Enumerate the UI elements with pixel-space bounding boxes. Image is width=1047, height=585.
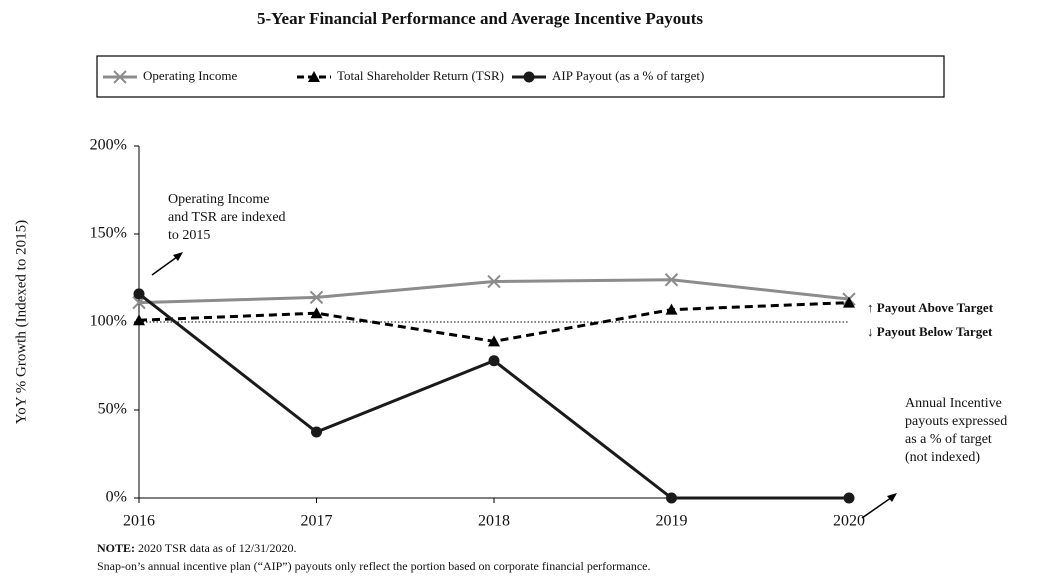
- legend-label: AIP Payout (as a % of target): [552, 68, 704, 83]
- chart-title: 5-Year Financial Performance and Average…: [257, 9, 703, 28]
- footnote: Snap-on’s annual incentive plan (“AIP”) …: [97, 559, 650, 573]
- annotation: payouts expressed: [905, 414, 1007, 429]
- x-tick-label: 2020: [833, 513, 865, 530]
- x-tick-label: 2016: [123, 513, 155, 530]
- x-tick-label: 2018: [478, 513, 510, 530]
- point-marker: [310, 307, 323, 319]
- point-marker: [666, 492, 677, 504]
- y-tick-label: 50%: [98, 401, 127, 418]
- point-marker: [309, 290, 324, 305]
- y-tick-label: 100%: [90, 313, 127, 330]
- point-marker: [488, 335, 500, 347]
- series-line: [138, 292, 849, 500]
- annotation: ↓ Payout Below Target: [867, 324, 993, 339]
- annotation: Operating Income: [168, 192, 269, 207]
- point-marker: [487, 274, 501, 289]
- annotation: and TSR are indexed: [168, 210, 286, 225]
- x-tick-label: 2017: [301, 513, 333, 530]
- y-tick-label: 0%: [106, 489, 127, 506]
- point-marker: [311, 426, 322, 438]
- point-marker: [133, 288, 145, 300]
- point-marker: [843, 492, 855, 504]
- point-marker: [488, 355, 500, 367]
- note-text: 2020 TSR data as of 12/31/2020.: [138, 541, 296, 555]
- legend-marker: [113, 70, 127, 84]
- x-tick-label: 2019: [656, 513, 688, 530]
- arrowhead: [173, 252, 183, 261]
- legend-marker: [523, 71, 535, 83]
- y-tick-label: 200%: [90, 137, 127, 154]
- note-label: NOTE:: [97, 541, 135, 555]
- annotation: as a % of target: [905, 432, 992, 447]
- legend-label: Operating Income: [143, 68, 237, 83]
- legend-frame: [96, 55, 945, 98]
- annotation: to 2015: [168, 228, 210, 243]
- legend-label: Total Shareholder Return (TSR): [337, 68, 504, 83]
- annotation: (not indexed): [905, 450, 980, 465]
- note: NOTE: 2020 TSR data as of 12/31/2020.: [97, 541, 296, 555]
- annotation: ↑ Payout Above Target: [867, 300, 994, 315]
- y-axis-label: YoY % Growth (Indexed to 2015): [13, 220, 29, 424]
- annotation: Annual Incentive: [905, 396, 1002, 411]
- y-tick-label: 150%: [90, 225, 127, 242]
- point-marker: [665, 303, 678, 315]
- arrowhead: [887, 493, 897, 502]
- series-line: [138, 278, 850, 305]
- point-marker: [133, 314, 145, 326]
- point-marker: [843, 296, 855, 308]
- point-marker: [664, 273, 679, 287]
- legend-marker: [308, 71, 320, 82]
